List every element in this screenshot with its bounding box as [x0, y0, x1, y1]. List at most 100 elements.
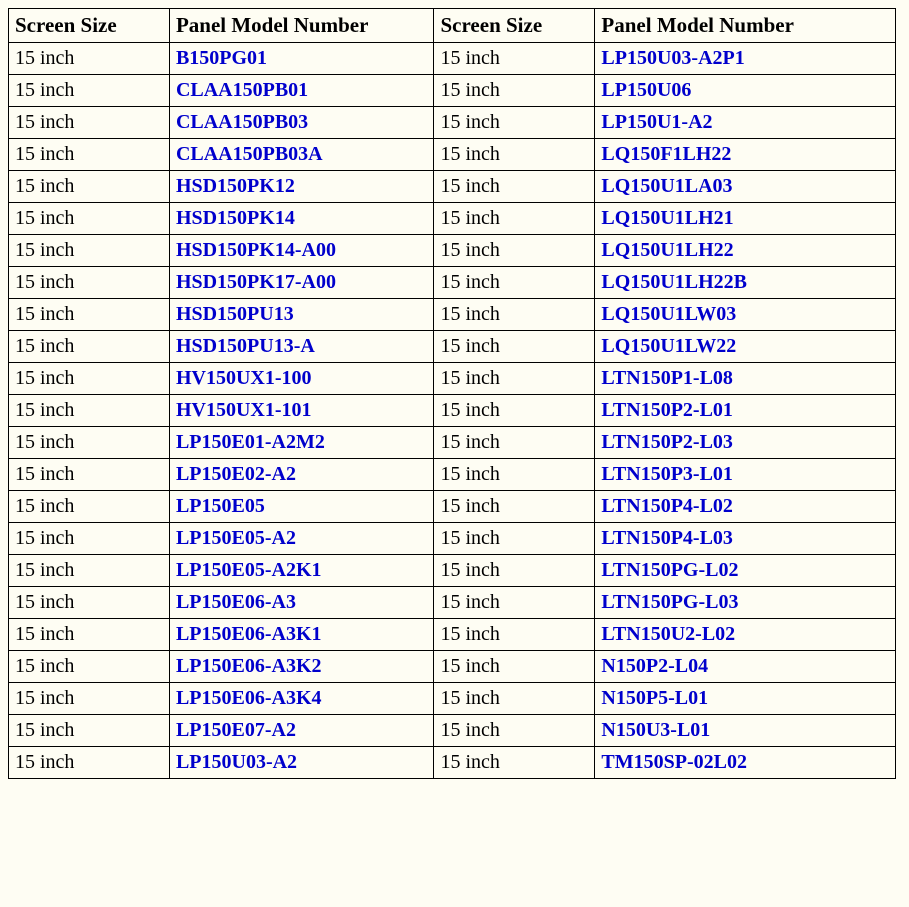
screen-size-cell: 15 inch — [434, 395, 595, 427]
panel-model-link[interactable]: LTN150P2-L03 — [601, 431, 733, 453]
table-row: 15 inchHSD150PK17-A0015 inchLQ150U1LH22B — [9, 267, 896, 299]
panel-model-link[interactable]: HV150UX1-101 — [176, 399, 312, 421]
table-row: 15 inchHSD150PK14-A0015 inchLQ150U1LH22 — [9, 235, 896, 267]
model-cell: HSD150PK17-A00 — [169, 267, 434, 299]
panel-model-link[interactable]: LTN150P4-L02 — [601, 495, 733, 517]
table-row: 15 inch HSD150PK12 15 inch LQ150U1LA03 — [9, 171, 896, 203]
panel-model-link[interactable]: LP150E05-A2K1 — [176, 559, 322, 581]
panel-model-link[interactable]: HSD150PK14 — [176, 207, 295, 229]
model-cell: LP150E06-A3K1 — [169, 619, 434, 651]
model-cell: LP150E06-A3K2 — [169, 651, 434, 683]
panel-model-link[interactable]: LTN150P1-L08 — [601, 367, 733, 389]
model-cell: LTN150P4-L02 — [595, 491, 896, 523]
model-cell: CLAA150PB03A — [169, 139, 434, 171]
model-cell: LTN150U2-L02 — [595, 619, 896, 651]
panel-model-link[interactable]: LP150E06-A3K4 — [176, 687, 322, 709]
model-cell: LP150U1-A2 — [595, 107, 896, 139]
panel-model-link[interactable]: LTN150PG-L03 — [601, 591, 738, 613]
panel-model-link[interactable]: CLAA150PB03 — [176, 111, 308, 133]
panel-model-link[interactable]: LTN150P4-L03 — [601, 527, 733, 549]
table-row: 15 inchHSD150PU13-A15 inchLQ150U1LW22 — [9, 331, 896, 363]
panel-model-link[interactable]: LQ150U1LH22 — [601, 239, 733, 261]
panel-model-link[interactable]: LP150U03-A2 — [176, 751, 297, 773]
model-cell: LTN150PG-L03 — [595, 587, 896, 619]
panel-model-link[interactable]: HSD150PK12 — [176, 175, 295, 197]
panel-model-link[interactable]: LP150E06-A3K2 — [176, 655, 322, 677]
panel-model-link[interactable]: N150P2-L04 — [601, 655, 708, 677]
model-cell: LP150E02-A2 — [169, 459, 434, 491]
panel-model-link[interactable]: LTN150P2-L01 — [601, 399, 733, 421]
screen-size-cell: 15 inch — [434, 491, 595, 523]
panel-model-link[interactable]: HSD150PU13-A — [176, 335, 315, 357]
screen-size-cell: 15 inch — [9, 43, 170, 75]
panel-model-link[interactable]: HSD150PK14-A00 — [176, 239, 336, 261]
screen-size-cell: 15 inch — [9, 299, 170, 331]
model-cell: HSD150PK14-A00 — [169, 235, 434, 267]
panel-model-link[interactable]: LP150E07-A2 — [176, 719, 296, 741]
panel-model-link[interactable]: LQ150F1LH22 — [601, 143, 731, 165]
table-row: 15 inchCLAA150PB0115 inchLP150U06 — [9, 75, 896, 107]
panel-model-link[interactable]: LTN150P3-L01 — [601, 463, 733, 485]
model-cell: LP150U06 — [595, 75, 896, 107]
model-cell: LP150E06-A3 — [169, 587, 434, 619]
panel-model-link[interactable]: HV150UX1-100 — [176, 367, 312, 389]
panel-model-link[interactable]: LP150U06 — [601, 79, 691, 101]
screen-size-cell: 15 inch — [9, 75, 170, 107]
panel-model-link[interactable]: LP150E05 — [176, 495, 265, 517]
panel-model-link[interactable]: LQ150U1LA03 — [601, 175, 732, 197]
screen-size-cell: 15 inch — [9, 619, 170, 651]
model-cell: LP150E05 — [169, 491, 434, 523]
table-row: 15 inchLP150E05-A215 inchLTN150P4-L03 — [9, 523, 896, 555]
model-cell: LQ150F1LH22 — [595, 139, 896, 171]
screen-size-cell: 15 inch — [434, 555, 595, 587]
screen-size-cell: 15 inch — [9, 107, 170, 139]
panel-model-link[interactable]: N150U3-L01 — [601, 719, 710, 741]
panel-model-link[interactable]: LP150E05-A2 — [176, 527, 296, 549]
panel-model-link[interactable]: HSD150PU13 — [176, 303, 294, 325]
panel-model-link[interactable]: CLAA150PB03A — [176, 143, 323, 165]
screen-size-cell: 15 inch — [9, 427, 170, 459]
table-body: 15 inchB150PG0115 inchLP150U03-A2P115 in… — [9, 43, 896, 779]
panel-model-link[interactable]: LP150E02-A2 — [176, 463, 296, 485]
panel-model-link[interactable]: LQ150U1LH22B — [601, 271, 747, 293]
panel-model-link[interactable]: HSD150PK17-A00 — [176, 271, 336, 293]
panel-model-link[interactable]: LQ150U1LW22 — [601, 335, 736, 357]
model-cell: LP150U03-A2 — [169, 747, 434, 779]
table-row: 15 inchLP150E06-A315 inchLTN150PG-L03 — [9, 587, 896, 619]
panel-model-link[interactable]: LTN150U2-L02 — [601, 623, 735, 645]
panel-model-link[interactable]: B150PG01 — [176, 47, 267, 69]
model-cell: CLAA150PB01 — [169, 75, 434, 107]
model-cell: N150P5-L01 — [595, 683, 896, 715]
screen-size-cell: 15 inch — [9, 203, 170, 235]
panel-model-link[interactable]: TM150SP-02L02 — [601, 751, 747, 773]
screen-size-cell: 15 inch — [434, 171, 595, 203]
screen-size-cell: 15 inch — [9, 171, 170, 203]
panel-model-link[interactable]: LP150U1-A2 — [601, 111, 712, 133]
model-cell: B150PG01 — [169, 43, 434, 75]
table-row: 15 inch B150PG01 15 inch LP150U03-A2P1 — [9, 43, 896, 75]
model-cell: HSD150PK12 — [169, 171, 434, 203]
panel-model-link[interactable]: CLAA150PB01 — [176, 79, 308, 101]
panel-model-link[interactable]: LQ150U1LW03 — [601, 303, 736, 325]
model-cell: CLAA150PB03 — [169, 107, 434, 139]
screen-size-cell: 15 inch — [9, 235, 170, 267]
table-row: 15 inch CLAA150PB03 15 inch LP150U1-A2 — [9, 107, 896, 139]
header-screen-size-2: Screen Size — [434, 9, 595, 43]
table-row: 15 inchLP150E06-A3K415 inchN150P5-L01 — [9, 683, 896, 715]
panel-model-link[interactable]: N150P5-L01 — [601, 687, 708, 709]
model-cell: LP150E06-A3K4 — [169, 683, 434, 715]
panel-model-link[interactable]: LTN150PG-L02 — [601, 559, 738, 581]
table-header-row: Screen Size Panel Model Number Screen Si… — [9, 9, 896, 43]
panel-model-link[interactable]: LQ150U1LH21 — [601, 207, 733, 229]
table-row: 15 inchLP150E01-A2M215 inchLTN150P2-L03 — [9, 427, 896, 459]
panel-model-link[interactable]: LP150U03-A2P1 — [601, 47, 744, 69]
panel-model-link[interactable]: LP150E06-A3K1 — [176, 623, 322, 645]
model-cell: N150U3-L01 — [595, 715, 896, 747]
screen-size-cell: 15 inch — [434, 107, 595, 139]
panel-model-link[interactable]: LP150E06-A3 — [176, 591, 296, 613]
panel-model-link[interactable]: LP150E01-A2M2 — [176, 431, 325, 453]
model-cell: LP150E07-A2 — [169, 715, 434, 747]
screen-size-cell: 15 inch — [434, 43, 595, 75]
screen-size-cell: 15 inch — [9, 267, 170, 299]
screen-size-cell: 15 inch — [9, 459, 170, 491]
